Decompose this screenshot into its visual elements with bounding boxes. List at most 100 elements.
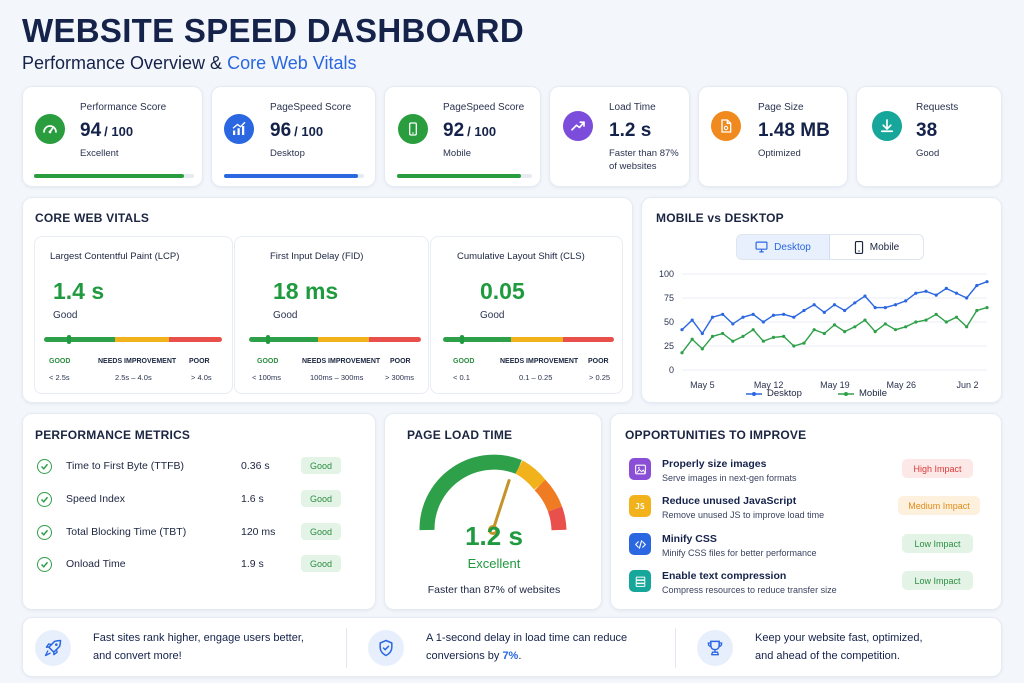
kpi-label: Performance Score [80,102,167,113]
kpi-progress-bar [224,174,364,178]
load-time-rating: Excellent [467,556,521,571]
mobile-icon [398,114,428,144]
legend-desktop-swatch [746,391,762,396]
cwv-segment-poor [168,337,222,342]
data-point-desktop [965,296,969,300]
data-point-mobile [761,339,765,343]
footer-message-2-line2: conversions by 7%. [426,647,627,665]
kpi-card-performance-score: Performance Score 94/ 100 Excellent [22,86,203,187]
data-point-mobile [914,320,918,324]
kpi-card-load-time: Load Time 1.2 s Faster than 87% of websi… [549,86,690,187]
chart-y-tick-label: 25 [664,341,674,351]
toggle-desktop-button[interactable]: Desktop [737,235,830,259]
status-badge: Good [301,457,341,474]
code-icon [629,533,651,555]
data-point-mobile [782,334,786,338]
footer-message-3-line1: Keep your website fast, optimized, [755,632,923,644]
kpi-value-number: 92 [443,120,465,141]
gauge-arc-green [419,454,522,531]
section-title: OPPORTUNITIES TO IMPROVE [625,428,807,442]
image-icon [629,458,651,480]
impact-badge: Low Impact [902,571,973,590]
data-point-desktop [680,328,684,332]
opportunities-panel: OPPORTUNITIES TO IMPROVE Properly size i… [610,413,1002,610]
cwv-name: First Input Delay (FID) [270,251,364,262]
data-point-desktop [812,303,816,307]
data-point-desktop [853,301,857,305]
data-point-mobile [985,306,989,310]
cwv-label-poor: POOR [588,358,609,365]
data-point-desktop [832,303,837,307]
rocket-icon [35,630,71,666]
opportunity-desc: Compress resources to reduce transfer si… [662,585,837,595]
data-point-desktop [843,308,847,313]
kpi-sub-line2: of websites [609,161,657,172]
footer-message-2-highlight: 7% [502,650,519,662]
cwv-range-poor: > 300ms [385,373,414,382]
kpi-value: 96/ 100 [270,120,323,142]
cwv-range-poor: > 0.25 [589,373,611,382]
footer-message-2-suffix: . [518,650,522,662]
data-point-mobile [741,334,745,338]
data-point-mobile [924,318,928,322]
cwv-label-good: GOOD [257,358,279,365]
metric-value: 120 ms [241,526,276,538]
kpi-label: Page Size [758,102,804,113]
kpi-progress-fill [224,174,359,178]
chart-y-tick-label: 75 [664,293,674,303]
data-point-desktop [761,320,765,324]
cwv-segment-good [443,337,512,342]
legend-mobile-label: Mobile [859,388,887,399]
legend-desktop: Desktop [746,388,802,399]
gauge-pivot-inner [491,528,495,532]
line-chart: 0 25 50 75 100 May 5 May 12 May 19 May 26 Jun 2 [659,269,989,390]
data-point-desktop [822,310,826,314]
section-title: MOBILE vs DESKTOP [656,211,784,225]
legend-mobile-swatch [838,391,854,396]
subtitle-prefix: Performance Overview & [22,53,228,73]
kpi-sub: Mobile [443,148,471,159]
page-load-time-panel: PAGE LOAD TIME 1.2 s Excellent Faster th… [384,413,602,610]
cwv-status: Good [273,310,298,321]
download-icon [872,111,902,141]
mobile-icon [854,240,863,254]
data-point-mobile [792,344,796,348]
cwv-name: Largest Contentful Paint (LCP) [50,251,180,262]
data-point-mobile [812,328,816,332]
footer-message-2: A 1-second delay in load time can reduce… [426,629,627,665]
kpi-card-page-size: Page Size 1.48 MB Optimized [698,86,848,187]
gauge-arc-orange [534,479,563,512]
kpi-value-denominator: / 100 [294,124,324,139]
kpi-progress-fill [397,174,522,178]
check-circle-icon [37,492,52,507]
data-point-mobile [843,330,847,334]
cwv-segment-poor [369,337,421,342]
check-circle-icon [37,557,52,572]
opportunity-title: Properly size images [662,458,767,470]
kpi-sub: Excellent [80,148,119,159]
data-point-desktop [700,331,704,336]
kpi-value-number: 96 [270,120,292,141]
cwv-label-good: GOOD [49,358,71,365]
speedometer-icon [35,114,65,144]
opportunity-title: Reduce unused JavaScript [662,495,797,507]
chart-y-tick-label: 50 [664,317,674,327]
data-point-mobile [904,325,908,329]
gauge-needle [491,479,511,532]
data-point-desktop [741,315,745,319]
check-circle-icon [37,459,52,474]
cwv-card-fid: First Input Delay (FID) 18 ms Good GOOD … [234,236,429,394]
data-point-desktop [802,308,806,313]
cwv-value: 1.4 s [53,278,105,304]
chart-x-tick-label: Jun 2 [957,380,979,390]
cwv-segment-needs [511,337,563,342]
data-point-mobile [832,323,837,327]
kpi-label: PageSpeed Score [270,102,352,113]
kpi-progress-bar [397,174,532,178]
impact-badge: Medium Impact [898,496,980,515]
toggle-mobile-button[interactable]: Mobile [830,235,923,259]
mobile-vs-desktop-panel: MOBILE vs DESKTOP Desktop Mobile 0 25 50 75… [641,197,1002,403]
chart-x-tick-label: May 12 [754,380,784,390]
chart-x-tick-label: May 5 [690,380,715,390]
data-point-desktop [954,291,959,295]
